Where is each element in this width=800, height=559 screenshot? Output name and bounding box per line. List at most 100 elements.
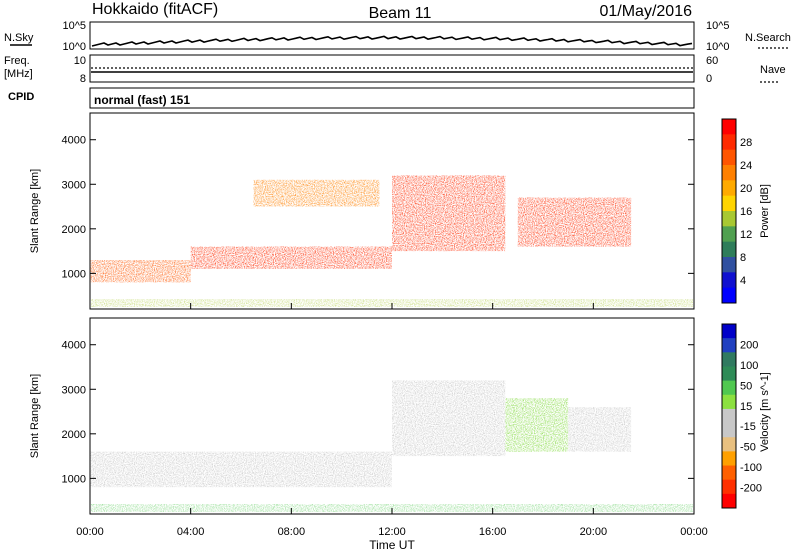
velocity-colorbar-swatch-3	[722, 366, 736, 382]
velocity-colorbar-frame	[721, 323, 737, 509]
nsky-tick-top-right: 10^5	[706, 20, 730, 32]
freq-tick-top: 10	[74, 55, 86, 67]
nsky-trace	[91, 35, 693, 47]
power-colorbar-swatch-0	[722, 119, 736, 135]
velocity-colorbar-tick-3: 15	[740, 401, 752, 413]
power-y-tick-label-0: 1000	[62, 268, 86, 280]
power-y-ticks: 1000 2000 3000 4000	[62, 135, 694, 280]
freq-frame	[89, 54, 695, 83]
power-colorbar: 28 24 20 16 12 8 4	[721, 118, 752, 304]
power-y-tick-label-3: 4000	[62, 135, 86, 147]
nsky-tick-bottom-right: 10^0	[706, 41, 730, 53]
freq-unit-label: [MHz]	[4, 68, 33, 80]
freq-strip: Freq. [MHz] 10 8 60 0 Nave CPID	[4, 54, 786, 103]
velocity-x-tick-label-6: 00:00	[680, 526, 708, 538]
velocity-colorbar-swatch-0	[722, 324, 736, 339]
velocity-colorbar-tick-6: -100	[740, 462, 762, 474]
velocity-colorbar-swatch-7	[722, 423, 736, 438]
power-colorbar-swatch-3	[722, 165, 736, 181]
nsky-tick-top: 10^5	[62, 20, 86, 32]
nsearch-label: N.Search	[745, 32, 791, 44]
nsky-label: N.Sky	[4, 32, 34, 44]
power-colorbar-swatch-11	[722, 287, 736, 304]
power-colorbar-tick-1: 24	[740, 160, 752, 172]
velocity-y-axis-label: Slant Range [km]	[29, 374, 41, 458]
power-echo-band-3	[392, 175, 506, 252]
nsky-frame	[89, 21, 695, 50]
velocity-colorbar-swatch-6	[722, 408, 736, 424]
velocity-colorbar-swatch-9	[722, 451, 736, 467]
nave-label: Nave	[760, 64, 786, 76]
velocity-echo-band-1	[392, 380, 506, 457]
power-colorbar-tick-4: 12	[740, 229, 752, 241]
power-panel: 1000 2000 3000 4000 Slant Range [km] 28 24 20…	[29, 112, 771, 310]
velocity-x-tick-label-0: 00:00	[76, 526, 104, 538]
velocity-y-tick-label-3: 4000	[62, 340, 86, 352]
power-colorbar-swatch-1	[722, 134, 736, 151]
velocity-echo-marks	[90, 380, 693, 512]
power-echo-band-0	[90, 260, 191, 283]
cpid-label: CPID	[8, 91, 34, 103]
velocity-colorbar: 200 100 50 15 -15 -50 -100 -200	[721, 323, 762, 509]
velocity-x-tick-label-4: 16:00	[479, 526, 507, 538]
velocity-colorbar-tick-4: -15	[740, 421, 756, 433]
cpid-value: normal (fast) 151	[94, 93, 190, 107]
velocity-colorbar-swatch-4	[722, 380, 736, 396]
power-colorbar-swatch-7	[722, 226, 736, 243]
power-colorbar-swatch-9	[722, 257, 736, 273]
nsky-tick-bottom: 10^0	[62, 41, 86, 53]
power-colorbar-swatch-5	[722, 195, 736, 212]
velocity-colorbar-swatch-10	[722, 465, 736, 481]
power-colorbar-tick-0: 28	[740, 137, 752, 149]
velocity-echo-band-3	[568, 407, 632, 452]
velocity-colorbar-swatch-12	[722, 493, 736, 509]
velocity-colorbar-swatch-5	[722, 394, 736, 410]
beam-title: Beam 11	[369, 5, 432, 22]
power-colorbar-label: Power [dB]	[759, 184, 771, 238]
velocity-colorbar-swatch-1	[722, 338, 736, 353]
velocity-colorbar-tick-0: 200	[740, 339, 758, 351]
velocity-echo-band-0	[90, 451, 392, 488]
velocity-y-tick-label-1: 2000	[62, 429, 86, 441]
power-x-ticks	[89, 303, 695, 309]
velocity-x-ticks: 00:00 04:00 08:00 12:00 16:00 20:00 00:00	[76, 508, 708, 538]
power-echo-band-4	[517, 197, 632, 247]
power-colorbar-swatch-2	[722, 149, 736, 166]
power-colorbar-tick-2: 20	[740, 183, 752, 195]
power-colorbar-swatch-10	[722, 272, 736, 289]
velocity-colorbar-swatch-11	[722, 479, 736, 495]
velocity-y-tick-label-0: 1000	[62, 473, 86, 485]
nave-tick-top: 60	[706, 55, 718, 67]
velocity-y-tick-label-2: 3000	[62, 384, 86, 396]
freq-label: Freq.	[4, 55, 30, 67]
velocity-colorbar-tick-1: 100	[740, 360, 758, 372]
x-axis-label: Time UT	[369, 538, 415, 552]
velocity-x-tick-label-5: 20:00	[580, 526, 608, 538]
velocity-y-ticks: 1000 2000 3000 4000	[62, 340, 694, 485]
velocity-colorbar-tick-2: 50	[740, 380, 752, 392]
power-y-tick-label-2: 3000	[62, 179, 86, 191]
cpid-frame	[89, 87, 695, 109]
velocity-colorbar-swatch-8	[722, 437, 736, 452]
power-colorbar-tick-5: 8	[740, 252, 746, 264]
freq-tick-bottom: 8	[80, 73, 86, 85]
nave-tick-bottom: 0	[706, 73, 712, 85]
velocity-x-tick-label-2: 08:00	[278, 526, 306, 538]
velocity-echo-band-2	[505, 398, 569, 452]
velocity-x-tick-label-1: 04:00	[177, 526, 205, 538]
power-y-axis-label: Slant Range [km]	[29, 169, 41, 253]
power-echo-band-1	[190, 246, 392, 269]
velocity-panel: 1000 2000 3000 4000 00:00 04:00 08:00 12:00 16:…	[29, 317, 771, 538]
velocity-colorbar-label: Velocity [m s^-1]	[759, 372, 771, 452]
power-colorbar-swatch-6	[722, 211, 736, 227]
cpid-strip: normal (fast) 151	[89, 87, 695, 109]
power-colorbar-frame	[721, 118, 737, 304]
date-title: 01/May/2016	[599, 3, 692, 20]
velocity-colorbar-tick-5: -50	[740, 442, 756, 454]
velocity-colorbar-tick-7: -200	[740, 483, 762, 495]
power-colorbar-tick-6: 4	[740, 275, 746, 287]
velocity-colorbar-swatch-2	[722, 352, 736, 367]
power-colorbar-swatch-8	[722, 241, 736, 258]
velocity-x-tick-label-3: 12:00	[378, 526, 406, 538]
